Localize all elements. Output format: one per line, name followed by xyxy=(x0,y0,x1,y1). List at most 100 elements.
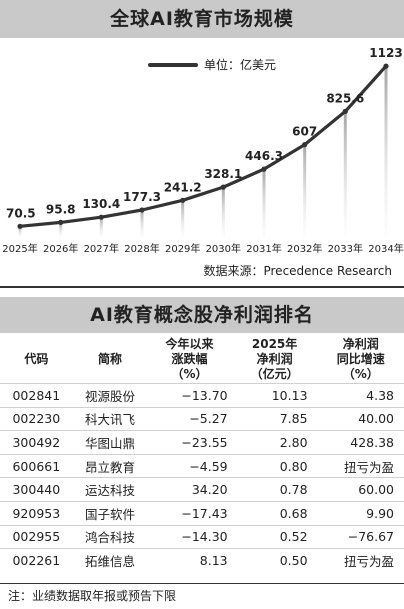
data-label: 328.1 xyxy=(204,167,242,181)
cell-code: 300440 xyxy=(0,477,73,502)
cell-change: −13.70 xyxy=(147,383,232,408)
value-bar xyxy=(18,226,22,237)
data-label: 95.8 xyxy=(46,202,76,216)
value-bar xyxy=(59,222,63,237)
legend: 单位：亿美元 xyxy=(148,57,276,72)
line-chart: 单位：亿美元 70.5 95.8 130.4177.3241.2328.1446.3… xyxy=(2,46,403,255)
chart-title: 全球AI教育市场规模 xyxy=(0,0,404,38)
data-point xyxy=(261,166,267,172)
data-point xyxy=(220,184,226,190)
cell-growth: 扭亏为盈 xyxy=(317,548,404,572)
cell-net-profit: 2.80 xyxy=(231,430,318,455)
header-change: 今年以来 涨跌幅 （%） xyxy=(165,337,214,381)
data-label: 70.5 xyxy=(6,206,36,220)
cell-growth: 9.90 xyxy=(317,500,404,526)
table-row: 002841 视源股份 −13.70 10.13 4.38 xyxy=(0,383,404,408)
cell-net-profit: 0.50 xyxy=(231,548,318,572)
value-bar xyxy=(262,169,266,237)
x-tick-label: 2027年 xyxy=(84,242,119,255)
cell-name: 视源股份 xyxy=(72,383,148,408)
divider xyxy=(0,286,404,288)
footnote: 注：业绩数据取年报或预告下限 xyxy=(8,589,177,603)
header-name: 简称 xyxy=(98,352,123,366)
data-point xyxy=(180,197,186,203)
cell-growth: 4.38 xyxy=(317,383,404,408)
data-label: 130.4 xyxy=(82,197,120,211)
data-point xyxy=(383,63,389,69)
data-point xyxy=(342,108,348,114)
cell-net-profit: 0.68 xyxy=(231,500,318,526)
data-point xyxy=(17,223,23,229)
cell-net-profit: 7.85 xyxy=(231,406,318,431)
cell-name: 运达科技 xyxy=(72,477,148,502)
cell-name: 科大讯飞 xyxy=(72,406,148,431)
cell-change: 8.13 xyxy=(147,548,232,572)
cell-name: 拓维信息 xyxy=(72,548,148,572)
header-code: 代码 xyxy=(24,352,49,366)
x-tick-label: 2033年 xyxy=(328,242,363,255)
cell-code: 002841 xyxy=(0,383,73,408)
value-bar xyxy=(303,144,307,237)
cell-code: 600661 xyxy=(0,453,73,478)
cell-code: 920953 xyxy=(0,500,73,526)
cell-code: 300492 xyxy=(0,430,73,455)
cell-change: −4.59 xyxy=(147,453,232,478)
x-tick-label: 2028年 xyxy=(124,242,159,255)
cell-growth: 60.00 xyxy=(317,477,404,502)
series-line xyxy=(18,64,388,228)
table-row: 300492 华图山鼎 −23.55 2.80 428.38 xyxy=(0,430,404,455)
value-bar xyxy=(99,217,103,237)
data-label: 177.3 xyxy=(123,190,161,204)
value-bar xyxy=(384,66,388,237)
table-row: 600661 昂立教育 −4.59 0.80 扭亏为盈 xyxy=(0,453,404,478)
header-net-profit: 2025年 净利润 （亿元） xyxy=(250,337,299,381)
value-bar xyxy=(140,210,144,237)
cell-net-profit: 0.52 xyxy=(231,524,318,549)
ranking-table: 代码 简称 今年以来 涨跌幅 （%） 2025年 净利润 （亿元） 净利润 同比… xyxy=(0,336,404,572)
table-row: 002261 拓维信息 8.13 0.50 扭亏为盈 xyxy=(0,548,404,572)
cell-name: 华图山鼎 xyxy=(72,430,148,455)
table-row: 920953 国子软件 −17.43 0.68 9.90 xyxy=(0,500,404,526)
data-point xyxy=(98,214,104,220)
legend-label: 单位：亿美元 xyxy=(204,57,276,72)
cell-name: 国子软件 xyxy=(72,500,148,526)
x-tick-label: 2029年 xyxy=(165,242,200,255)
table-row: 300440 运达科技 34.20 0.78 60.00 xyxy=(0,477,404,502)
cell-net-profit: 0.78 xyxy=(231,477,318,502)
data-label: 1123 xyxy=(369,46,402,60)
value-bar xyxy=(181,200,185,237)
cell-name: 昂立教育 xyxy=(72,453,148,478)
x-tick-label: 2034年 xyxy=(368,242,403,255)
value-bar xyxy=(221,187,225,237)
table-header-row: 代码 简称 今年以来 涨跌幅 （%） 2025年 净利润 （亿元） 净利润 同比… xyxy=(0,336,404,384)
data-point xyxy=(58,219,64,225)
cell-net-profit: 10.13 xyxy=(231,383,318,408)
cell-name: 鸿合科技 xyxy=(72,524,148,549)
cell-growth: 扭亏为盈 xyxy=(317,453,404,478)
cell-change: −17.43 xyxy=(147,500,232,526)
table-title: AI教育概念股净利润排名 xyxy=(0,297,404,333)
x-tick-label: 2025年 xyxy=(2,242,37,255)
data-source: 数据来源：Precedence Research xyxy=(203,264,392,278)
x-tick-label: 2032年 xyxy=(287,242,322,255)
cell-net-profit: 0.80 xyxy=(231,453,318,478)
cell-code: 002955 xyxy=(0,524,73,549)
cell-change: −23.55 xyxy=(147,430,232,455)
cell-change: 34.20 xyxy=(147,477,232,502)
cell-code: 002230 xyxy=(0,406,73,431)
data-point xyxy=(139,207,145,213)
table-bottom-rule xyxy=(0,583,404,584)
x-tick-label: 2030年 xyxy=(206,242,241,255)
header-growth: 净利润 同比增速 （%） xyxy=(336,337,385,381)
cell-code: 002261 xyxy=(0,548,73,572)
data-label: 446.3 xyxy=(245,149,283,163)
value-bar xyxy=(343,111,347,237)
data-label: 607 xyxy=(292,125,317,139)
x-tick-label: 2026年 xyxy=(43,242,78,255)
cell-growth: 40.00 xyxy=(317,406,404,431)
cell-growth: 428.38 xyxy=(317,430,404,455)
data-label: 241.2 xyxy=(164,180,202,194)
data-point xyxy=(302,142,308,148)
table-row: 002230 科大讯飞 −5.27 7.85 40.00 xyxy=(0,406,404,431)
cell-change: −14.30 xyxy=(147,524,232,549)
